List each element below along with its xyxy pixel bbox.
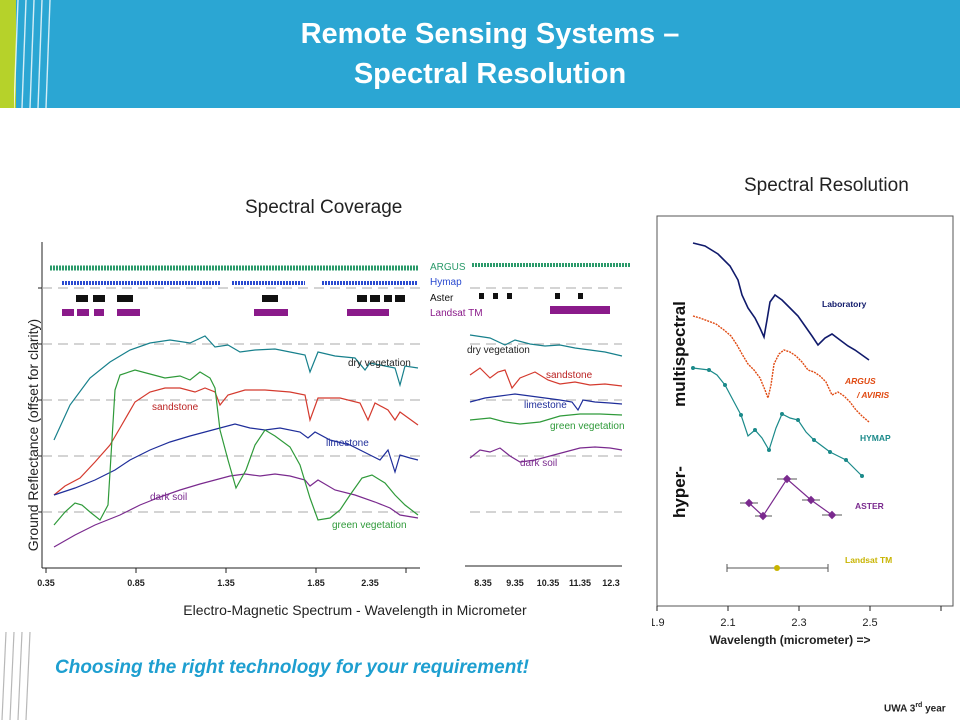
- label-limestone: limestone: [326, 438, 369, 449]
- aster-error-bars: [740, 478, 842, 517]
- series-argus: [692, 315, 870, 423]
- footer-label: UWA 3rd year: [884, 702, 946, 714]
- label-dry-vegetation: dry vegetation: [348, 358, 411, 369]
- footer-org: UWA 3: [884, 703, 916, 715]
- tick-label: 1.85: [307, 578, 325, 588]
- curve-dry-vegetation-right: [469, 334, 623, 357]
- tick-label: 0.35: [37, 578, 55, 588]
- side-label-hyper: hyper-: [670, 466, 689, 518]
- curve-limestone-right: [469, 393, 623, 412]
- tick-label: 2.1: [720, 617, 735, 629]
- label-aviris: / AVIRIS: [856, 390, 889, 400]
- tick-label: 2.3: [791, 617, 806, 629]
- resolution-heading: Spectral Resolution: [744, 175, 909, 196]
- curve-sandstone: [53, 387, 419, 496]
- aster-band-row: [76, 295, 405, 302]
- legend-landsat: Landsat TM: [430, 308, 483, 319]
- legend-aster: Aster: [430, 293, 454, 304]
- tick-label: 0.85: [127, 578, 145, 588]
- tick-label: 1.9: [652, 617, 665, 629]
- slide-title-line2: Spectral Resolution: [353, 58, 627, 90]
- tick-label: 11.35: [569, 578, 591, 588]
- side-label-multispectral: multispectral: [670, 301, 689, 407]
- curve-limestone: [53, 423, 419, 496]
- tagline: Choosing the right technology for your r…: [55, 657, 529, 678]
- legend-argus: ARGUS: [430, 262, 466, 273]
- slide-title-line1: Remote Sensing Systems –: [300, 18, 680, 50]
- series-aster: [748, 478, 833, 517]
- label-sandstone-right: sandstone: [546, 370, 593, 381]
- footer-stripes: [1, 632, 31, 720]
- accent-bar: [0, 0, 16, 108]
- label-green-vegetation: green vegetation: [332, 520, 407, 531]
- curve-dry-vegetation: [53, 335, 419, 441]
- tick-label: 8.35: [474, 578, 492, 588]
- coverage-heading: Spectral Coverage: [245, 197, 403, 218]
- label-dark-soil-right: dark soil: [520, 458, 557, 469]
- footer-suffix: year: [922, 703, 946, 715]
- tick-label: 2.5: [862, 617, 877, 629]
- tick-label: 10.35: [537, 578, 560, 588]
- series-laboratory: [692, 242, 870, 361]
- footer-sup: rd: [915, 702, 923, 709]
- legend-hymap: Hymap: [430, 277, 462, 288]
- label-sandstone: sandstone: [152, 402, 199, 413]
- label-hymap: HYMAP: [860, 433, 891, 443]
- curve-green-vegetation-right: [469, 413, 623, 425]
- curve-dark-soil: [53, 473, 419, 548]
- tick-label: 1.35: [217, 578, 235, 588]
- landsat-band-row-right: [550, 306, 610, 314]
- hymap-markers: [691, 366, 864, 478]
- coverage-xlabel: Electro-Magnetic Spectrum - Wavelength i…: [183, 602, 527, 618]
- label-dark-soil: dark soil: [150, 492, 187, 503]
- tick-label: 2.35: [361, 578, 379, 588]
- tick-label: 12.3: [602, 578, 620, 588]
- resolution-chart: 1.9 2.1 2.3 2.5 Wavelength (micrometer) …: [652, 215, 954, 647]
- resolution-xlabel: Wavelength (micrometer) =>: [710, 633, 871, 647]
- series-hymap: [692, 367, 863, 477]
- label-laboratory: Laboratory: [822, 299, 867, 309]
- landsat-marker: [774, 565, 780, 571]
- landsat-band-row: [62, 309, 389, 316]
- aster-band-row-right: [479, 293, 583, 299]
- tick-label: 9.35: [506, 578, 524, 588]
- label-limestone-right: limestone: [524, 400, 567, 411]
- curve-green-vegetation: [53, 369, 419, 526]
- curve-sandstone-right: [469, 367, 623, 390]
- label-argus: ARGUS: [844, 376, 876, 386]
- label-landsat: Landsat TM: [845, 555, 892, 565]
- curve-dark-soil-right: [469, 446, 623, 463]
- coverage-ylabel: Ground Reflectance (offset for clarity): [25, 319, 41, 551]
- label-dry-vegetation-right: dry vegetation: [467, 345, 530, 356]
- label-aster: ASTER: [855, 501, 884, 511]
- header-stripes: [14, 0, 51, 108]
- slide-header: Remote Sensing Systems – Spectral Resolu…: [0, 0, 960, 108]
- coverage-chart: Ground Reflectance (offset for clarity) …: [25, 242, 630, 618]
- label-green-vegetation-right: green vegetation: [550, 421, 625, 432]
